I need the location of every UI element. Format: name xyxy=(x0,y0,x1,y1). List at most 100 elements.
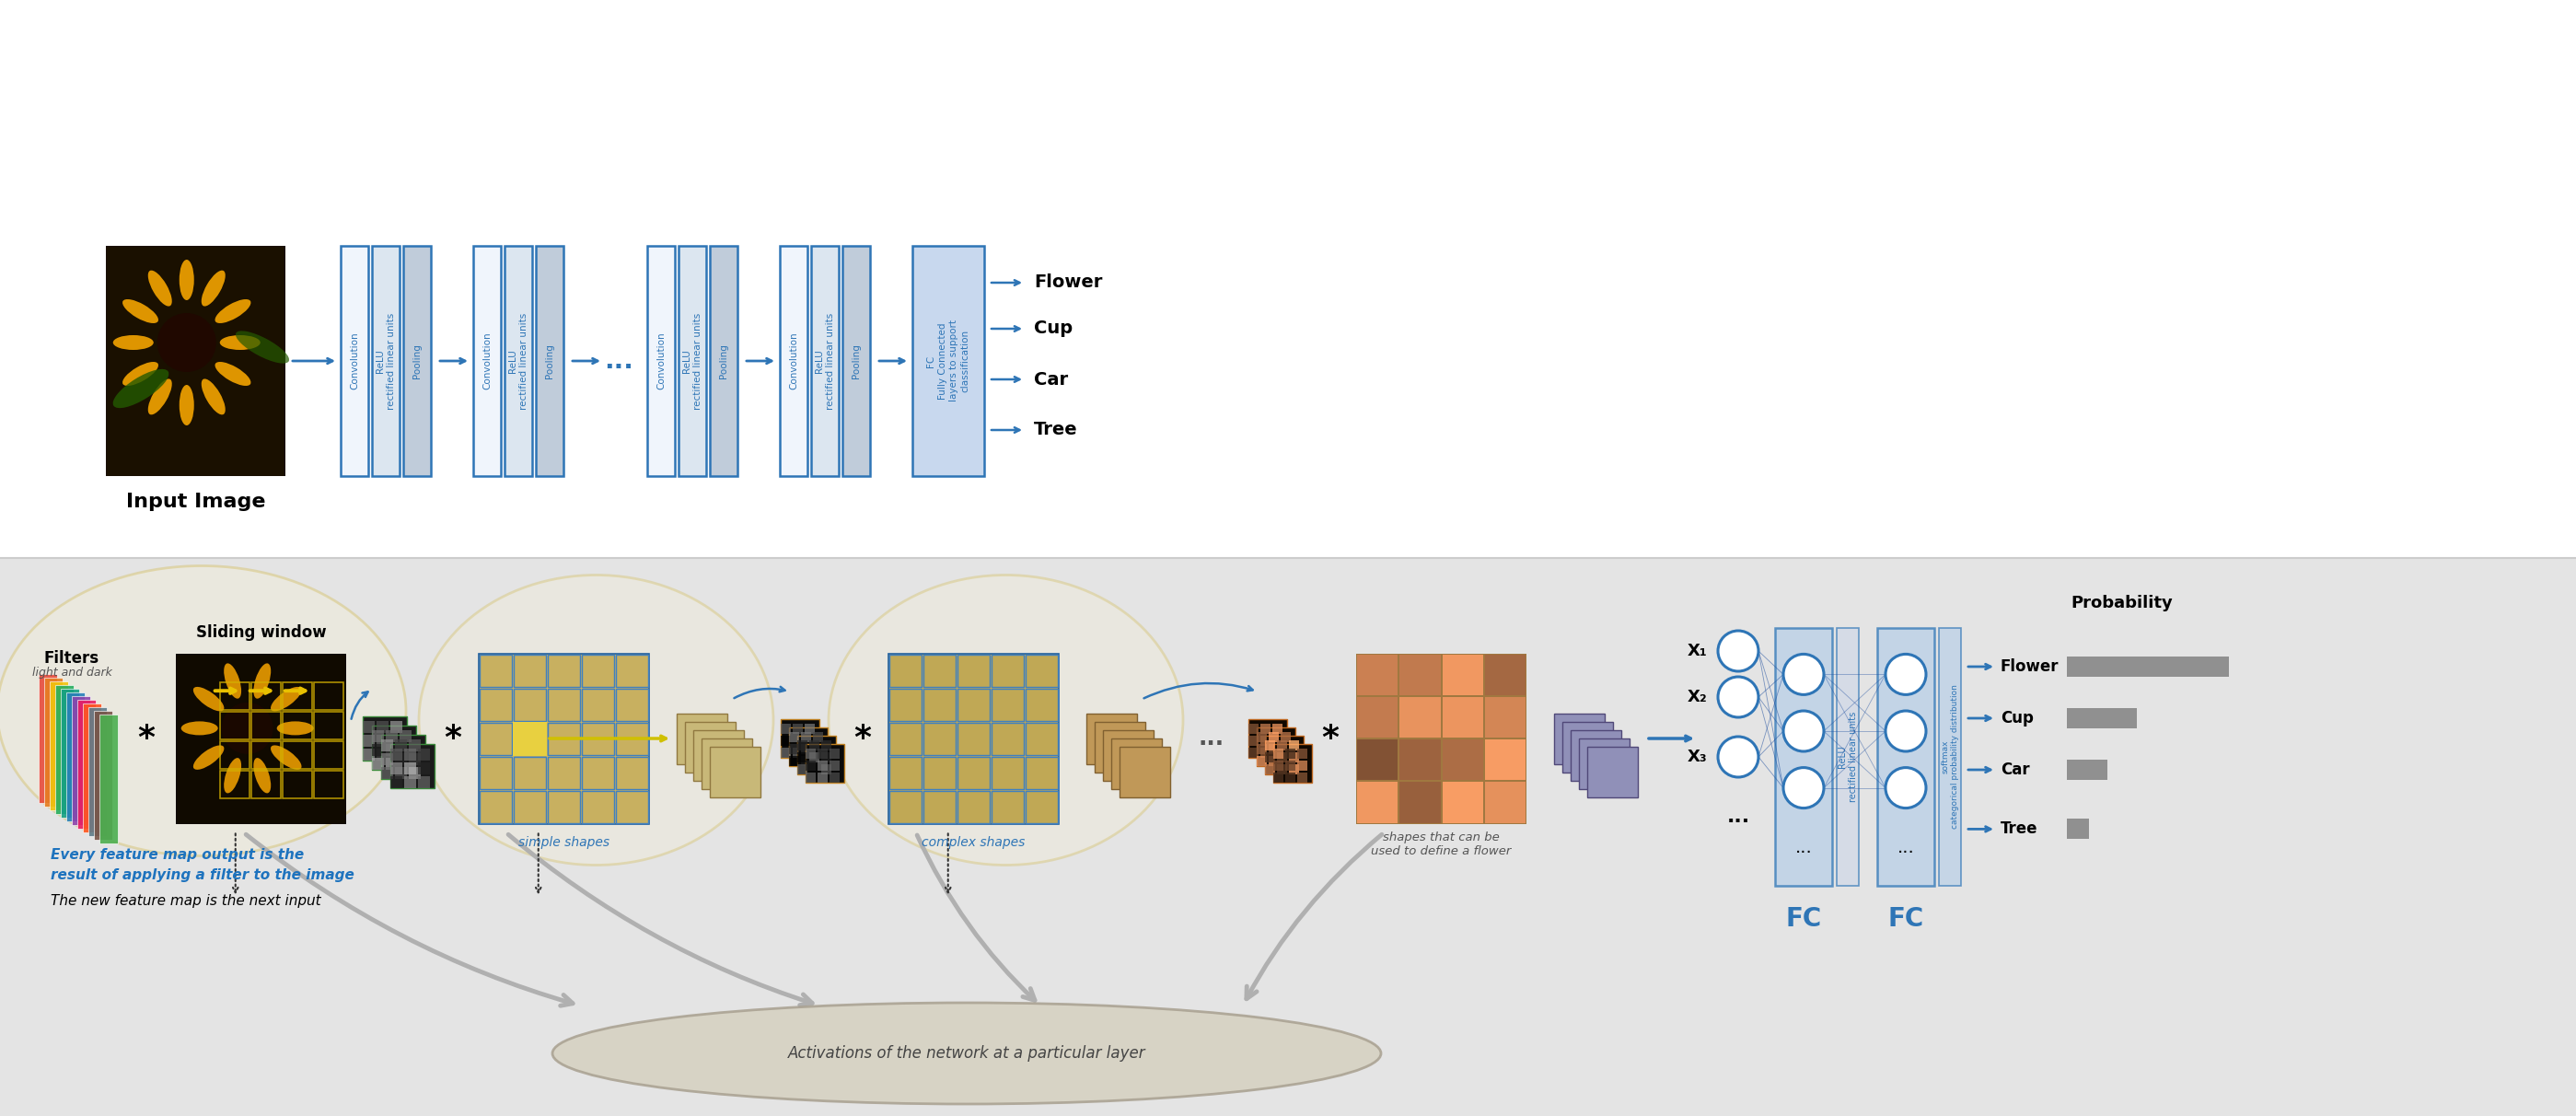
Text: Every feature map output is the: Every feature map output is the xyxy=(52,848,304,863)
Bar xyxy=(1579,738,1631,789)
Bar xyxy=(219,770,250,798)
Bar xyxy=(1564,721,1613,772)
Bar xyxy=(314,741,343,769)
Bar xyxy=(1025,790,1059,822)
Text: FC: FC xyxy=(1888,906,1924,932)
Bar xyxy=(1273,744,1311,782)
Bar xyxy=(376,734,389,747)
Bar xyxy=(958,757,989,789)
Bar xyxy=(801,732,811,742)
Bar xyxy=(806,772,817,782)
Bar xyxy=(363,749,374,761)
Ellipse shape xyxy=(551,1003,1381,1104)
Bar xyxy=(801,756,811,766)
Bar xyxy=(701,738,752,789)
Bar xyxy=(992,654,1023,686)
Bar xyxy=(1298,749,1309,759)
Ellipse shape xyxy=(147,270,173,306)
Bar xyxy=(1278,752,1288,762)
Bar xyxy=(404,777,417,788)
Bar xyxy=(1878,628,1935,886)
Bar xyxy=(1484,696,1525,738)
Bar xyxy=(106,246,286,477)
Bar xyxy=(479,790,513,822)
Bar xyxy=(582,654,613,686)
Bar xyxy=(582,757,613,789)
Bar xyxy=(549,689,580,721)
Text: FC
Fully Connected
layers to support
classification: FC Fully Connected layers to support cla… xyxy=(927,320,971,402)
Bar xyxy=(822,764,832,775)
Bar xyxy=(49,682,67,810)
Bar xyxy=(513,722,546,754)
Bar xyxy=(513,689,546,721)
Bar xyxy=(1249,719,1288,758)
Bar xyxy=(1280,732,1291,742)
Circle shape xyxy=(1783,654,1824,694)
Bar xyxy=(1358,782,1399,822)
Ellipse shape xyxy=(252,663,270,699)
Ellipse shape xyxy=(234,331,289,364)
Bar xyxy=(814,756,824,766)
Bar xyxy=(992,757,1023,789)
Bar xyxy=(386,758,397,770)
Text: Cup: Cup xyxy=(2002,710,2032,727)
Bar xyxy=(371,725,417,770)
Bar xyxy=(67,692,85,821)
Bar xyxy=(392,744,435,788)
Bar xyxy=(1278,764,1288,775)
Ellipse shape xyxy=(224,758,242,793)
Circle shape xyxy=(1783,768,1824,808)
Bar xyxy=(404,749,417,761)
Text: Probability: Probability xyxy=(2071,595,2174,612)
Bar xyxy=(616,757,649,789)
Circle shape xyxy=(1718,631,1759,671)
Text: light and dark: light and dark xyxy=(31,666,111,679)
Bar xyxy=(711,246,737,477)
Bar xyxy=(1273,735,1283,745)
Bar xyxy=(1358,740,1399,780)
Text: X₃: X₃ xyxy=(1687,749,1708,766)
Bar xyxy=(806,749,817,759)
Bar xyxy=(363,734,374,747)
Bar xyxy=(647,246,675,477)
Bar xyxy=(822,740,832,750)
Bar xyxy=(829,772,840,782)
Bar xyxy=(219,682,250,710)
Bar xyxy=(781,719,819,758)
Bar xyxy=(1298,772,1309,782)
Bar xyxy=(616,722,649,754)
Bar xyxy=(1087,713,1136,763)
Ellipse shape xyxy=(219,335,260,350)
Circle shape xyxy=(1783,711,1824,751)
Ellipse shape xyxy=(276,721,314,735)
Bar xyxy=(1399,740,1440,780)
Ellipse shape xyxy=(180,260,193,300)
Bar xyxy=(804,724,814,734)
Bar xyxy=(804,735,814,745)
Bar xyxy=(582,689,613,721)
Bar xyxy=(1837,628,1860,886)
Bar xyxy=(549,757,580,789)
Bar xyxy=(922,689,956,721)
Bar xyxy=(1288,740,1298,750)
Bar xyxy=(399,758,412,770)
Bar xyxy=(479,689,513,721)
Bar xyxy=(417,777,430,788)
Text: Convolution: Convolution xyxy=(350,333,358,389)
Bar xyxy=(77,700,95,829)
Ellipse shape xyxy=(124,362,157,386)
Bar xyxy=(1443,654,1484,695)
Bar xyxy=(1443,740,1484,780)
Text: *: * xyxy=(1321,723,1340,754)
Bar xyxy=(958,790,989,822)
Text: Sliding window: Sliding window xyxy=(196,624,327,641)
Bar xyxy=(536,246,564,477)
Ellipse shape xyxy=(0,566,407,856)
Bar xyxy=(1278,740,1288,750)
Bar xyxy=(0,0,2576,558)
Bar xyxy=(314,770,343,798)
Bar xyxy=(814,744,824,754)
Text: ...: ... xyxy=(1795,838,1811,856)
Bar xyxy=(399,744,412,756)
Bar xyxy=(1399,654,1440,695)
